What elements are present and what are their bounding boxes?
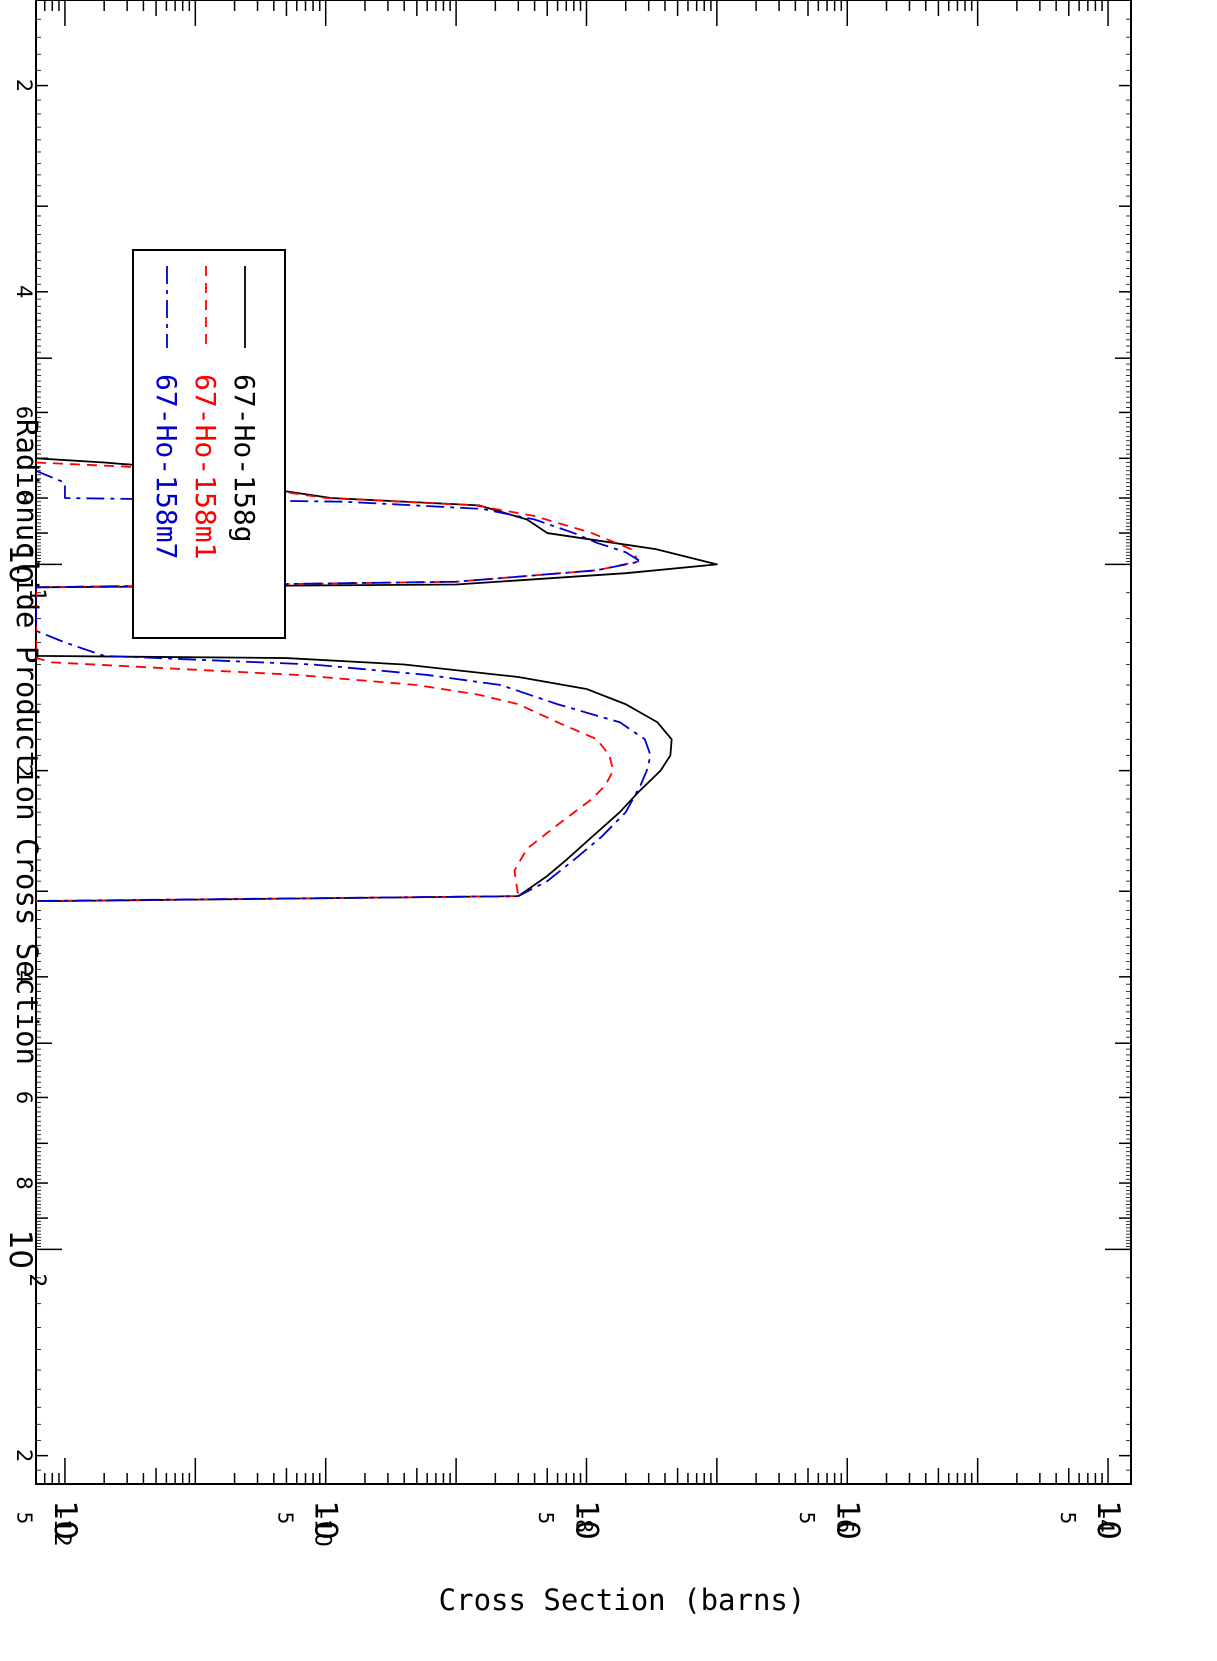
y-major-tick-label: 10 — [308, 1501, 344, 1540]
x-minor-tick-label: 8 — [12, 491, 36, 504]
y-major-tick-exponent: -6 — [831, 1511, 856, 1533]
y-major-tick-exponent: -12 — [49, 1511, 74, 1547]
legend-entry-label: 67-Ho-158g — [228, 374, 261, 543]
x-minor-tick-label: 8 — [12, 1176, 36, 1189]
y-minor-tick-label: 5 — [1056, 1512, 1080, 1525]
y-axis-label: Cross Section (barns) — [439, 1583, 806, 1617]
x-minor-tick-label: 4 — [12, 970, 36, 983]
plot-frame — [35, 0, 1132, 1485]
y-major-tick-exponent: -4 — [1092, 1511, 1117, 1533]
series-line-2 — [36, 461, 640, 902]
series-line-3 — [36, 469, 652, 902]
y-major-tick-exponent: -8 — [570, 1511, 595, 1533]
legend-entry-label: 67-Ho-158m7 — [150, 374, 183, 559]
y-minor-tick-label: 5 — [795, 1512, 819, 1525]
y-major-tick-label: 10 — [568, 1501, 604, 1540]
y-minor-tick-label: 5 — [273, 1512, 297, 1525]
y-major-tick-label: 10 — [47, 1501, 83, 1540]
y-major-tick-exponent: -10 — [310, 1511, 335, 1547]
y-minor-tick-label: 5 — [534, 1512, 558, 1525]
legend-box — [132, 249, 286, 639]
x-minor-tick-label: 6 — [12, 1091, 36, 1104]
x-minor-tick-label: 4 — [12, 285, 36, 298]
legend-entry-label: 67-Ho-158m1 — [189, 374, 222, 559]
x-major-tick-label: 10 — [2, 545, 38, 584]
x-major-tick-label: 10 — [2, 1230, 38, 1269]
x-minor-tick-label: 2 — [12, 764, 36, 777]
y-major-tick-label: 10 — [829, 1501, 865, 1540]
x-minor-tick-label: 6 — [12, 406, 36, 419]
x-minor-tick-label: 2 — [12, 79, 36, 92]
y-major-tick-label: 10 — [1090, 1501, 1126, 1540]
x-minor-tick-label: 2 — [12, 1449, 36, 1462]
x-major-tick-exponent: 2 — [24, 1273, 49, 1287]
y-minor-tick-label: 5 — [13, 1512, 37, 1525]
